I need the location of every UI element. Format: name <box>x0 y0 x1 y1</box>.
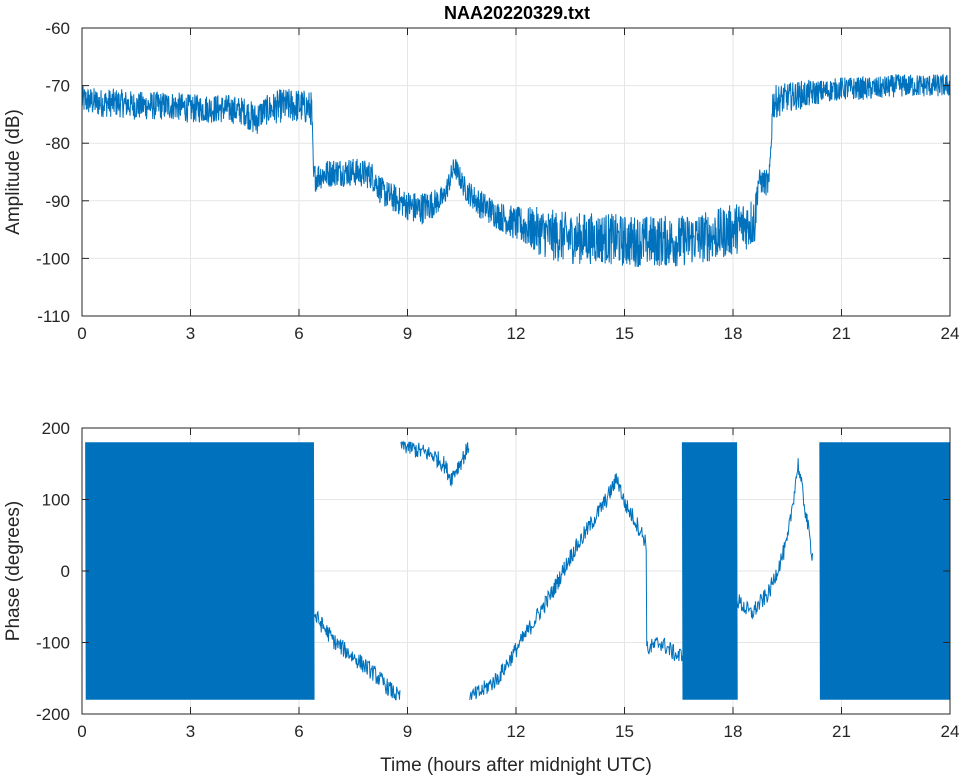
x-tick-label: 18 <box>724 722 743 741</box>
x-tick-label: 24 <box>941 324 960 343</box>
y-tick-label: 100 <box>42 491 70 510</box>
x-tick-label: 6 <box>294 722 303 741</box>
x-tick-label: 15 <box>615 324 634 343</box>
x-tick-label: 15 <box>615 722 634 741</box>
x-tick-label: 12 <box>507 722 526 741</box>
y-axis-label: Amplitude (dB) <box>3 109 24 235</box>
x-axis-label: Time (hours after midnight UTC) <box>380 755 652 776</box>
x-tick-label: 21 <box>832 722 851 741</box>
x-tick-label: 3 <box>186 324 195 343</box>
x-tick-label: 24 <box>941 722 960 741</box>
y-tick-label: -70 <box>45 77 70 96</box>
x-tick-label: 0 <box>77 722 86 741</box>
y-tick-label: 0 <box>61 562 70 581</box>
phase-panel: 0 3 6 9 12 15 18 21 24 -200 -100 0 100 200 Phase (degr… <box>3 419 959 776</box>
x-tick-label: 3 <box>186 722 195 741</box>
x-tick-label: 9 <box>403 324 412 343</box>
x-tick-label: 12 <box>507 324 526 343</box>
y-tick-label: -100 <box>36 634 70 653</box>
series-line-0-0 <box>82 73 950 267</box>
x-tick-label: 0 <box>77 324 86 343</box>
x-tick-label: 18 <box>724 324 743 343</box>
amplitude-panel: 0 3 6 9 12 15 18 21 24 -110 -100 -90 -80 -70 -60 Amplit… <box>3 19 959 343</box>
y-axis-label: Phase (degrees) <box>3 501 24 641</box>
x-tick-label: 9 <box>403 722 412 741</box>
x-tick-label: 21 <box>832 324 851 343</box>
x-tick-label: 6 <box>294 324 303 343</box>
y-tick-label: -110 <box>37 307 70 326</box>
y-tick-label: -90 <box>45 192 70 211</box>
y-tick-label: -80 <box>45 134 70 153</box>
y-tick-label: -60 <box>45 19 70 38</box>
y-tick-label: -100 <box>36 249 70 268</box>
chart-title: NAA20220329.txt <box>444 3 590 23</box>
y-tick-label: 200 <box>42 419 70 438</box>
y-tick-label: -200 <box>36 705 70 724</box>
